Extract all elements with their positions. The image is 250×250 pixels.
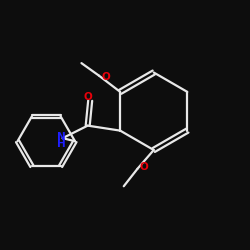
Text: H: H [57, 139, 66, 149]
Text: O: O [84, 92, 92, 102]
Text: N: N [57, 132, 66, 142]
Text: O: O [140, 162, 149, 172]
Text: O: O [102, 72, 111, 82]
